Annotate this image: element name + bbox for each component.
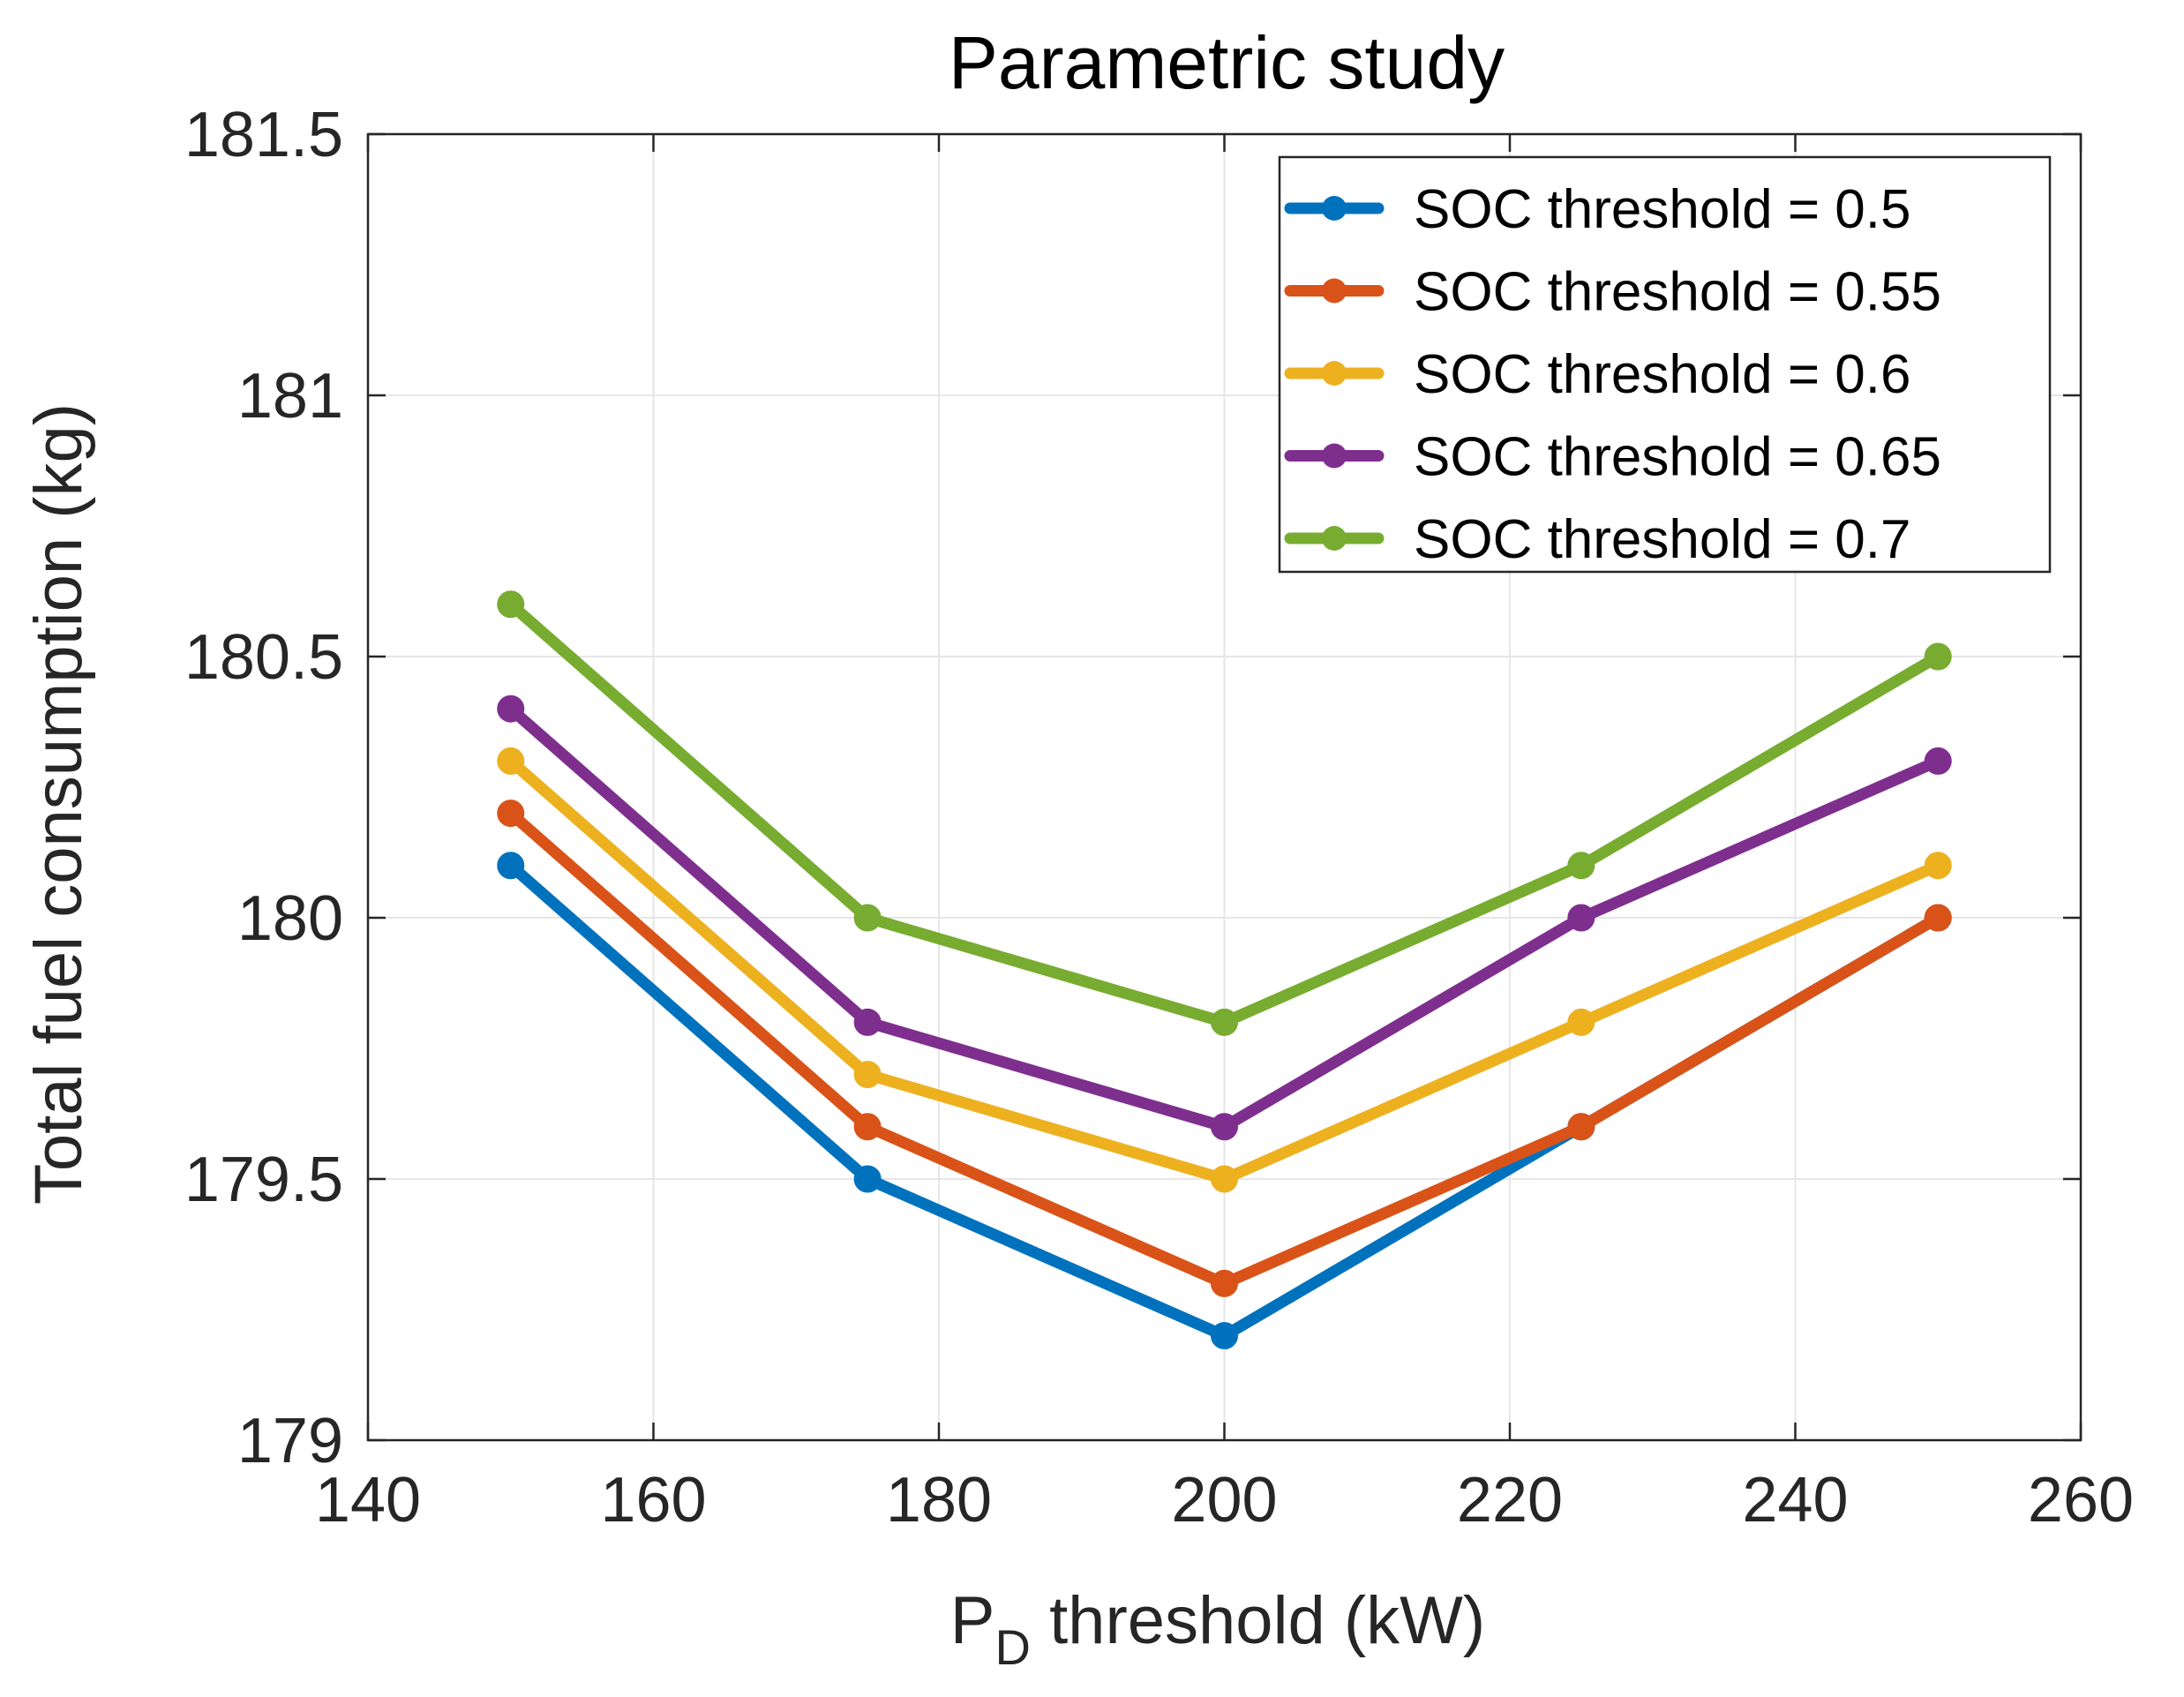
legend-label-1: SOC threshold = 0.5 (1414, 179, 1910, 240)
legend-label-3: SOC threshold = 0.6 (1414, 344, 1910, 405)
data-point (497, 800, 525, 828)
x-tick-label: 260 (2028, 1465, 2134, 1536)
legend-marker-1 (1322, 196, 1347, 221)
x-tick-label: 160 (600, 1465, 706, 1536)
data-point (853, 1165, 882, 1193)
data-point (1924, 747, 1952, 775)
data-point (497, 747, 525, 775)
legend-marker-3 (1322, 361, 1347, 386)
data-point (1567, 904, 1595, 932)
x-tick-label: 220 (1457, 1465, 1563, 1536)
x-axis-label: PD threshold (kW) (950, 1583, 1485, 1675)
x-axis-label-main: P (950, 1583, 995, 1658)
data-point (1211, 1113, 1238, 1141)
y-tick-label: 181 (237, 361, 343, 432)
legend-label-4: SOC threshold = 0.65 (1414, 427, 1941, 488)
data-point (1567, 852, 1595, 880)
y-tick-label: 179 (237, 1406, 343, 1476)
x-tick-label: 180 (886, 1465, 992, 1536)
data-point (1924, 852, 1952, 880)
data-point (1211, 1269, 1238, 1297)
y-tick-label: 180 (237, 883, 343, 954)
y-tick-label: 180.5 (184, 622, 343, 693)
data-point (1924, 642, 1952, 671)
data-point (497, 852, 525, 880)
legend-marker-5 (1322, 526, 1347, 551)
legend-label-5: SOC threshold = 0.7 (1414, 509, 1910, 570)
tick-labels: 140 160 180 200 220 240 260 179 179.5 180 180.5 181… (184, 100, 2134, 1536)
data-point (853, 904, 882, 932)
data-point (497, 590, 525, 619)
data-point (1211, 1165, 1238, 1193)
data-point (1211, 1322, 1238, 1350)
axes (366, 132, 2083, 1442)
data-series (497, 590, 1952, 1350)
x-axis-label-subscript: D (995, 1619, 1031, 1675)
y-tick-label: 181.5 (184, 100, 343, 170)
x-tick-label: 240 (1742, 1465, 1848, 1536)
data-point (1567, 1008, 1595, 1036)
x-tick-label: 200 (1171, 1465, 1277, 1536)
legend-marker-2 (1322, 278, 1347, 304)
data-point (853, 1061, 882, 1089)
legend-marker-4 (1322, 443, 1347, 469)
legend-label-2: SOC threshold = 0.55 (1414, 262, 1941, 323)
data-point (853, 1113, 882, 1141)
data-point (1924, 904, 1952, 932)
data-point (853, 1008, 882, 1036)
x-tick-label: 140 (315, 1465, 421, 1536)
y-tick-label: 179.5 (184, 1145, 343, 1215)
x-axis-label-rest: threshold (kW) (1031, 1583, 1485, 1658)
legend-box (1278, 155, 2052, 574)
chart-title: Parametric study (949, 21, 1505, 104)
legend: SOC threshold = 0.5 SOC threshold = 0.55 S… (1278, 155, 2052, 574)
data-point (1211, 1008, 1238, 1036)
y-axis-label: Total fuel consumption (kg) (21, 403, 96, 1205)
data-point (497, 695, 525, 723)
data-point (1567, 1113, 1595, 1141)
